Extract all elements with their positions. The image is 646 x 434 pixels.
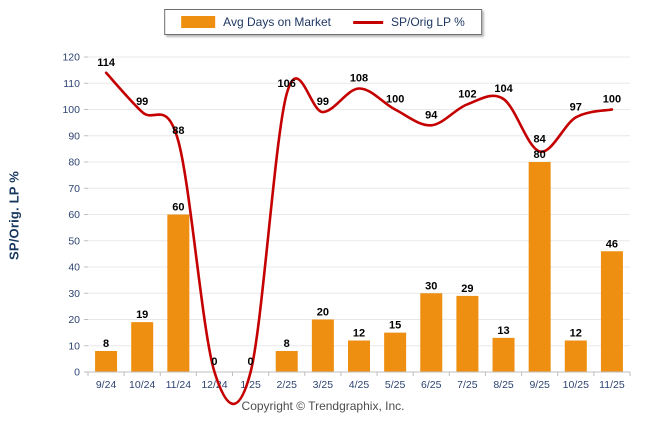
bar-series-swatch [181,16,216,28]
line-value-label: 99 [136,96,148,108]
y-tick-label: 80 [68,157,80,169]
bar [600,251,623,372]
y-tick-label: 120 [62,52,80,64]
line-value-label: 0 [211,356,217,368]
x-tick-label: 11/25 [599,379,625,391]
line-value-label: 84 [534,134,547,146]
y-tick-label: 20 [68,314,80,326]
line-value-label: 114 [97,57,116,69]
bar [528,162,551,372]
legend: Avg Days on Market SP/Orig LP % [164,9,482,35]
x-tick-label: 2/25 [277,379,298,391]
y-tick-label: 110 [63,78,80,90]
bar [492,337,515,372]
bar-value-label: 12 [353,328,365,340]
bar [275,351,298,372]
bar [167,214,190,372]
bar [311,319,334,372]
bar-value-label: 60 [172,202,184,214]
bar [384,332,407,372]
line-value-label: 0 [248,356,254,368]
y-tick-label: 40 [68,262,80,274]
y-tick-label: 10 [68,340,80,352]
x-tick-label: 4/25 [349,379,370,391]
bar [131,322,154,372]
bar-value-label: 46 [606,238,618,250]
x-tick-label: 6/25 [421,379,442,391]
bar-value-label: 29 [461,283,473,295]
copyright-text: Copyright © Trendgraphix, Inc. [241,399,405,413]
line-value-label: 100 [386,94,404,106]
y-tick-label: 50 [68,235,80,247]
line-value-label: 97 [570,101,582,113]
line-value-label: 108 [350,73,368,85]
line-value-label: 94 [425,109,438,121]
bar [420,293,443,372]
bar [95,351,118,372]
bar-value-label: 12 [570,328,582,340]
y-tick-label: 100 [62,104,80,116]
line-value-label: 88 [172,125,184,137]
x-tick-label: 7/25 [457,379,478,391]
bar [348,340,370,372]
x-tick-label: 1/25 [240,379,261,391]
sp-orig-lp-line [104,71,614,406]
x-tick-label: 12/24 [201,379,227,391]
y-tick-label: 90 [68,130,80,142]
bar-value-label: 19 [136,309,148,321]
bar-value-label: 80 [534,149,546,161]
x-tick-label: 10/24 [129,379,155,391]
line-series-label: SP/Orig LP % [391,15,465,29]
x-tick-label: 9/25 [529,379,550,391]
line-value-label: 99 [317,96,329,108]
line-value-label: 104 [494,83,513,95]
line-value-label: 102 [458,88,476,100]
bar [564,340,587,372]
bar-series-label: Avg Days on Market [223,15,332,29]
bar-value-label: 30 [425,280,437,292]
bar-value-label: 13 [497,325,509,337]
x-tick-label: 5/25 [385,379,406,391]
line-series-swatch [353,20,384,24]
y-tick-label: 70 [68,183,80,195]
bar-value-label: 8 [103,338,109,350]
bar-value-label: 8 [284,338,290,350]
x-tick-label: 10/25 [563,379,589,391]
bar-value-label: 15 [389,320,401,332]
y-tick-label: 0 [74,367,80,379]
x-tick-label: 8/25 [493,379,514,391]
y-tick-label: 60 [68,209,80,221]
line-value-label: 100 [603,94,621,106]
line-value-label: 106 [278,78,296,90]
x-tick-label: 9/24 [96,379,117,391]
bar-value-label: 20 [317,307,329,319]
x-tick-label: 3/25 [313,379,334,391]
bar [456,295,479,372]
y-tick-label: 30 [68,288,80,300]
x-tick-label: 11/24 [166,379,192,391]
